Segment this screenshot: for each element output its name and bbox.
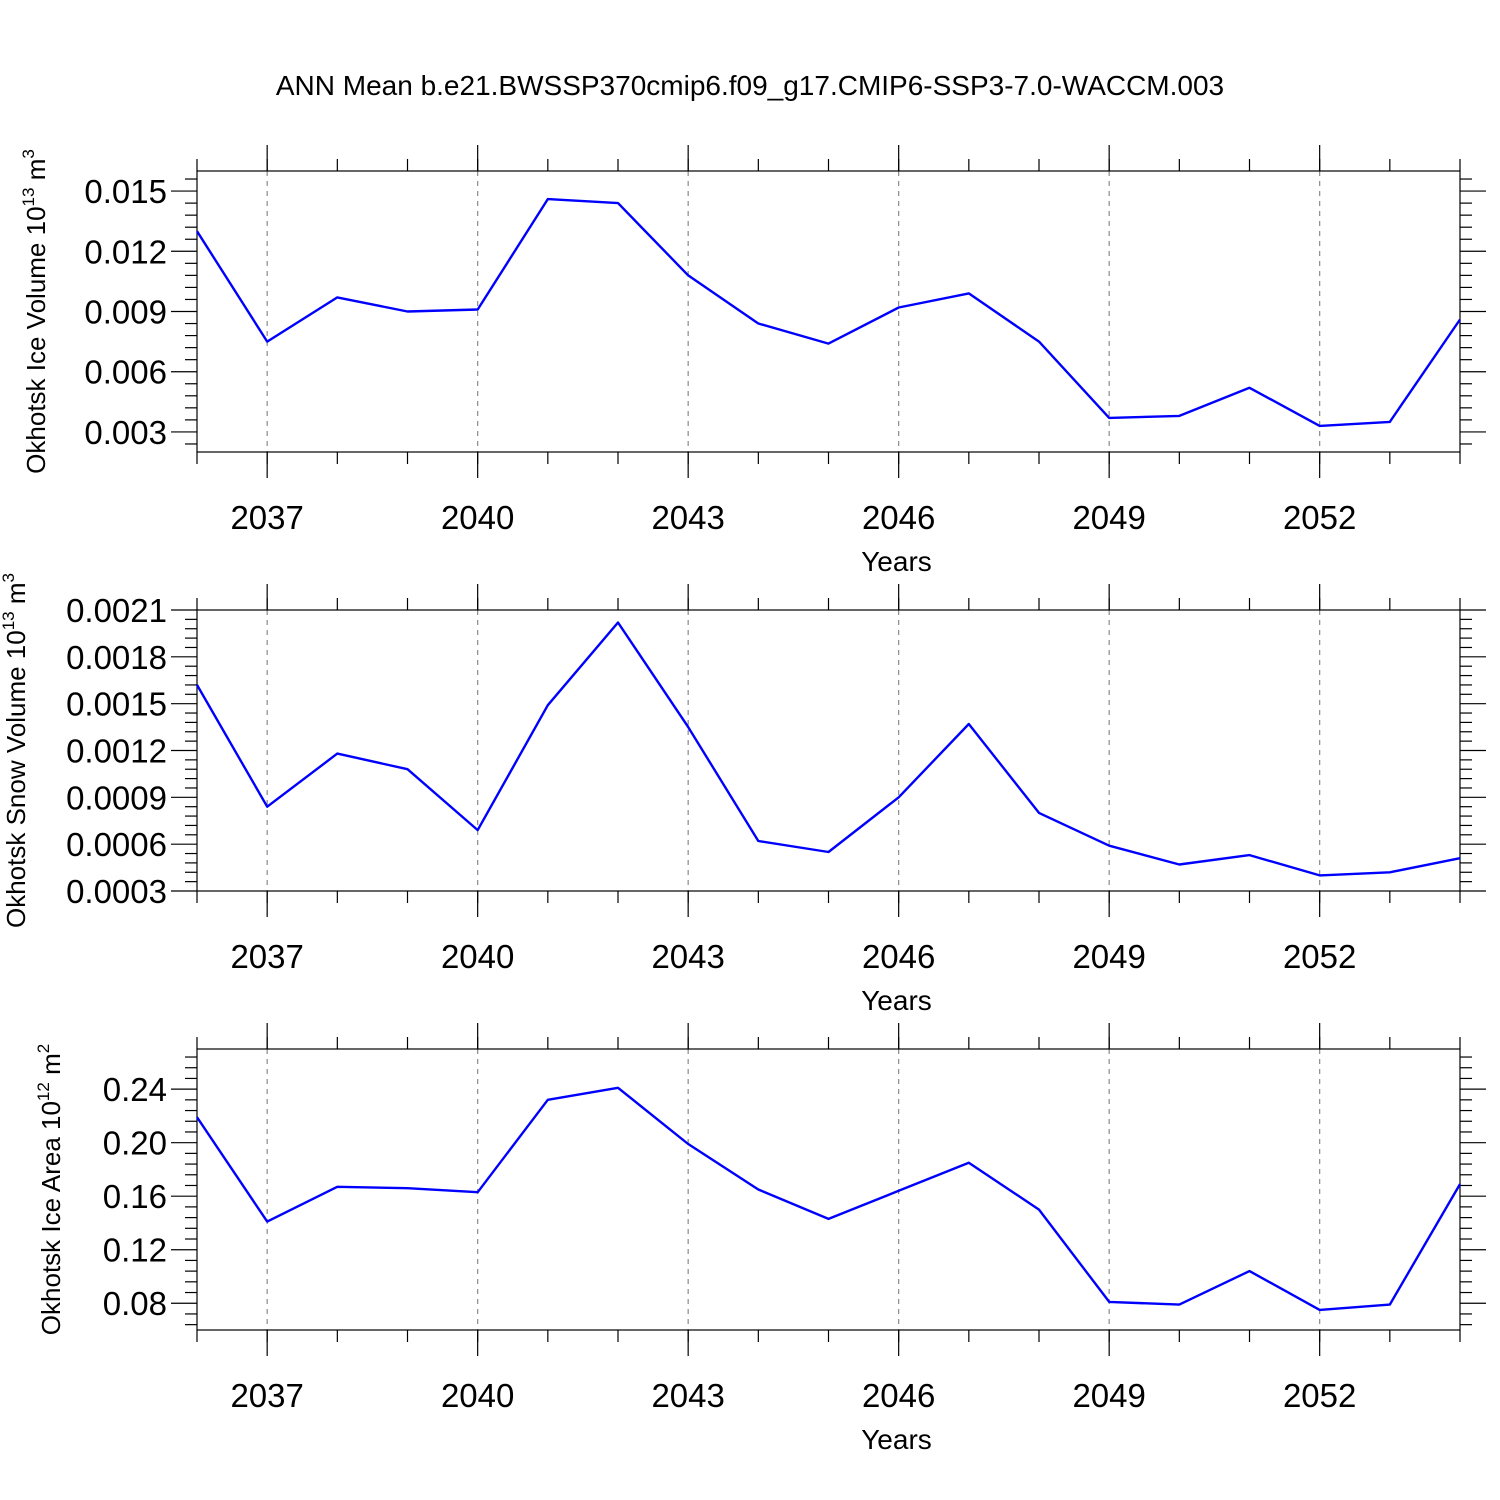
x-axis-label: Years (861, 985, 932, 1016)
x-tick-label: 2052 (1283, 938, 1356, 975)
y-tick-label: 0.24 (103, 1071, 167, 1108)
y-tick-label: 0.08 (103, 1285, 167, 1322)
panel-3: 2037 2040 2043 2046 2049 2052 0.08 0.12 0.16 0.20… (34, 1023, 1486, 1455)
x-tick-label: 2052 (1283, 499, 1356, 536)
y-tick-label: 0.0006 (66, 826, 167, 863)
x-tick-label: 2037 (230, 1377, 303, 1414)
y-axis-label: Okhotsk Snow Volume 1013 m3 (0, 573, 31, 928)
y-tick-label: 0.0015 (66, 686, 167, 723)
x-tick-label: 2049 (1072, 1377, 1145, 1414)
x-axis-label: Years (861, 546, 932, 577)
y-tick-label: 0.012 (84, 233, 167, 270)
x-tick-label: 2049 (1072, 938, 1145, 975)
panel-2: 2037 2040 2043 2046 2049 2052 0.0003 0.0006 0.00… (0, 573, 1486, 1016)
x-tick-label: 2040 (441, 499, 514, 536)
x-tick-label: 2040 (441, 1377, 514, 1414)
series-line (196, 1086, 1462, 1312)
x-axis-label: Years (861, 1424, 932, 1455)
series-line (195, 197, 1461, 428)
y-axis-label: Okhotsk Ice Area 1012 m2 (34, 1044, 66, 1335)
x-tick-label: 2046 (862, 938, 935, 975)
x-tick-label: 2049 (1072, 499, 1145, 536)
plot-frame (196, 1048, 1461, 1331)
x-tick-label: 2052 (1283, 1377, 1356, 1414)
y-tick-label: 0.015 (84, 173, 167, 210)
x-tick-label: 2043 (651, 499, 724, 536)
x-tick-label: 2043 (651, 938, 724, 975)
series-line (195, 621, 1461, 877)
y-tick-label: 0.0009 (66, 779, 167, 816)
y-tick-label: 0.009 (84, 294, 167, 331)
plot-frame (196, 170, 1461, 453)
x-tick-label: 2043 (651, 1377, 724, 1414)
y-tick-label: 0.0003 (66, 873, 167, 910)
x-tick-label: 2046 (862, 1377, 935, 1414)
y-tick-label: 0.003 (84, 414, 167, 451)
y-tick-label: 0.0021 (66, 592, 167, 629)
x-tick-label: 2046 (862, 499, 935, 536)
y-tick-label: 0.0012 (66, 733, 167, 770)
y-tick-label: 0.20 (103, 1125, 167, 1162)
x-tick-label: 2037 (230, 499, 303, 536)
plot-frame (196, 609, 1461, 892)
figure-title: ANN Mean b.e21.BWSSP370cmip6.f09_g17.CMI… (276, 70, 1224, 101)
y-axis-label: Okhotsk Ice Volume 1013 m3 (19, 149, 51, 474)
y-tick-label: 0.16 (103, 1178, 167, 1215)
panel-1: 2037 2040 2043 2046 2049 2052 0.003 0.006 0.009 0… (19, 145, 1486, 577)
y-tick-label: 0.12 (103, 1232, 167, 1269)
y-tick-label: 0.0018 (66, 639, 167, 676)
x-tick-label: 2040 (441, 938, 514, 975)
x-tick-label: 2037 (230, 938, 303, 975)
y-tick-label: 0.006 (84, 354, 167, 391)
